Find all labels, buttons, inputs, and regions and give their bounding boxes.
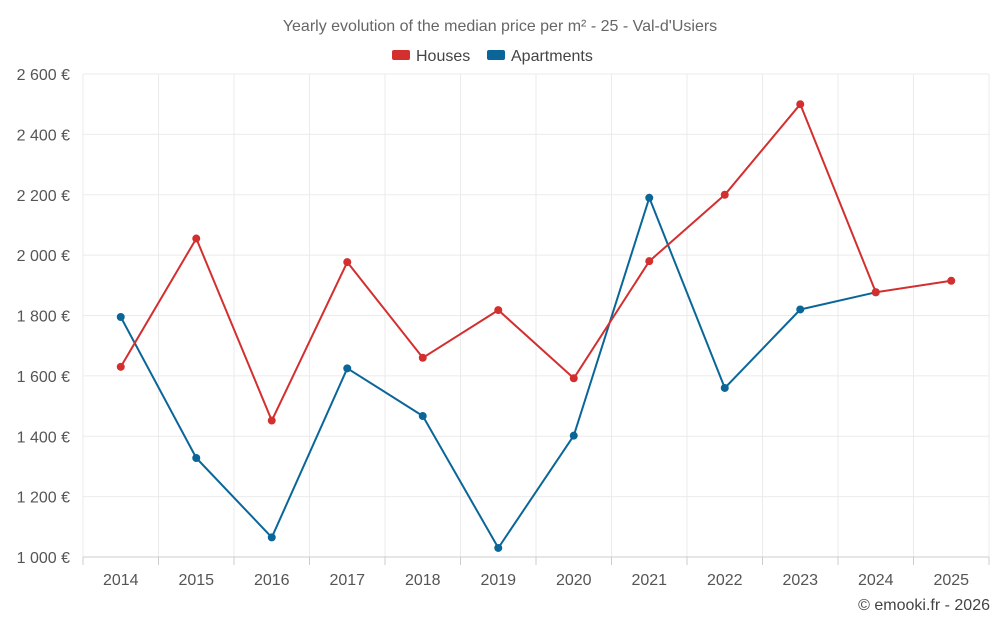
data-point-apartments[interactable]: [494, 543, 503, 552]
y-tick-label: 2 600 €: [17, 67, 70, 84]
x-tick-label: 2017: [329, 572, 365, 589]
y-tick-label: 2 200 €: [17, 188, 70, 205]
data-point-houses[interactable]: [871, 288, 880, 297]
legend-item-houses[interactable]: Houses: [392, 48, 470, 65]
x-tick-label: 2018: [405, 572, 441, 589]
data-point-houses[interactable]: [645, 257, 654, 266]
x-tick-label: 2021: [631, 572, 667, 589]
grid: [82, 73, 990, 558]
data-point-apartments[interactable]: [569, 431, 578, 440]
data-point-apartments[interactable]: [192, 453, 201, 462]
x-tick-label: 2019: [480, 572, 516, 589]
y-tick-label: 1 600 €: [17, 369, 70, 386]
data-point-houses[interactable]: [116, 362, 125, 371]
y-tick-label: 2 400 €: [17, 127, 70, 144]
x-tick-label: 2020: [556, 572, 592, 589]
series-houses: [116, 100, 956, 425]
data-point-houses[interactable]: [720, 190, 729, 199]
data-point-houses[interactable]: [947, 276, 956, 285]
legend: Houses Apartments: [392, 48, 593, 65]
x-tick-label: 2014: [103, 572, 139, 589]
data-point-apartments[interactable]: [796, 305, 805, 314]
credit-text: © emooki.fr - 2026: [858, 597, 990, 614]
data-point-houses[interactable]: [418, 353, 427, 362]
legend-swatch-houses: [392, 50, 410, 60]
data-point-apartments[interactable]: [418, 412, 427, 421]
data-point-houses[interactable]: [494, 306, 503, 315]
legend-label-apartments: Apartments: [511, 48, 593, 65]
x-tick-label: 2023: [782, 572, 818, 589]
legend-swatch-apartments: [487, 50, 505, 60]
data-point-houses[interactable]: [796, 100, 805, 109]
data-point-apartments[interactable]: [116, 313, 125, 322]
data-point-houses[interactable]: [569, 374, 578, 383]
y-tick-label: 1 200 €: [17, 490, 70, 507]
data-point-houses[interactable]: [267, 416, 276, 425]
x-tick-label: 2016: [254, 572, 290, 589]
y-tick-label: 2 000 €: [17, 248, 70, 265]
x-tick-label: 2024: [858, 572, 894, 589]
y-tick-label: 1 000 €: [17, 550, 70, 567]
chart-title: Yearly evolution of the median price per…: [283, 18, 717, 35]
legend-item-apartments[interactable]: Apartments: [487, 48, 593, 65]
data-point-apartments[interactable]: [720, 383, 729, 392]
data-point-apartments[interactable]: [645, 193, 654, 202]
y-tick-label: 1 800 €: [17, 309, 70, 326]
x-tick-label: 2025: [933, 572, 969, 589]
x-tick-label: 2022: [707, 572, 743, 589]
legend-label-houses: Houses: [416, 48, 470, 65]
series-line-houses: [119, 103, 952, 422]
x-tick-label: 2015: [178, 572, 214, 589]
series-apartments: [116, 193, 880, 552]
data-point-houses[interactable]: [192, 234, 201, 243]
data-point-apartments[interactable]: [267, 533, 276, 542]
axes: 1 000 € 1 200 € 1 400 € 1 600 € 1 800 € 2 000…: [17, 67, 990, 589]
data-point-houses[interactable]: [343, 258, 352, 267]
data-point-apartments[interactable]: [343, 364, 352, 373]
y-tick-label: 1 400 €: [17, 429, 70, 446]
series: [116, 100, 956, 552]
